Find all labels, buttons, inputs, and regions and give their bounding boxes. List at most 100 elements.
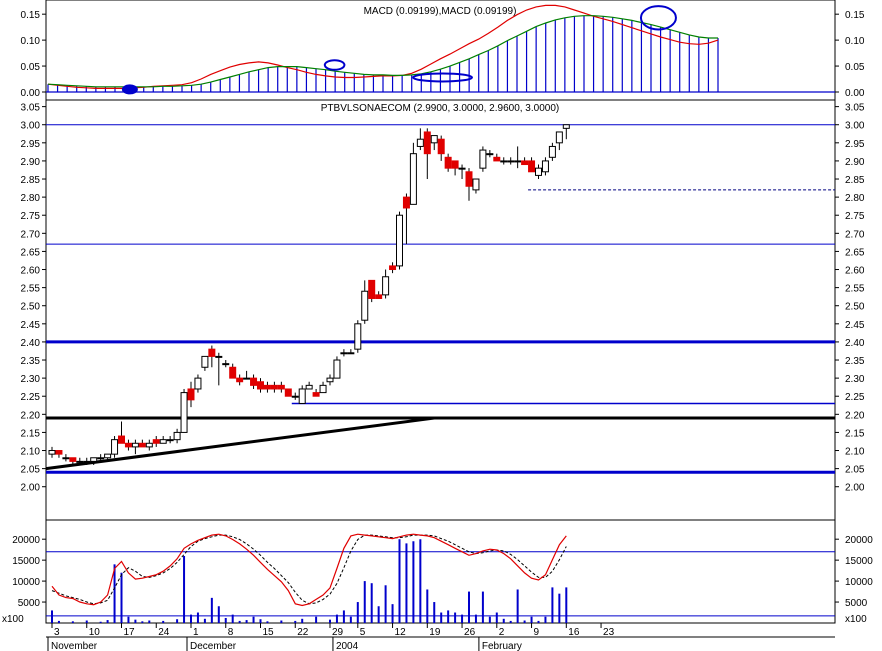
candlestick	[514, 146, 522, 169]
price-y-axis-left: 3.05 3.00 2.95 2.90 2.85 2.80 2.75 2.70 2.65 2.60…	[21, 103, 46, 494]
macd-highlight-ellipse	[323, 59, 346, 71]
x-axis-day-label: 15	[263, 627, 275, 638]
candlestick	[257, 378, 264, 393]
price-y-tick-label-left: 2.75	[21, 211, 41, 222]
candle-body	[124, 442, 132, 448]
candlestick	[458, 164, 466, 180]
candlestick	[166, 436, 174, 444]
stochastic-d-line	[51, 534, 567, 605]
candlestick	[548, 142, 556, 161]
candlestick	[396, 211, 403, 270]
candlestick	[368, 279, 376, 303]
volume-y-tick-label-right: 5000	[845, 598, 868, 609]
price-y-tick-label-left: 3.05	[21, 103, 41, 114]
macd-histogram	[47, 15, 719, 92]
price-y-tick-label-right: 2.40	[845, 338, 865, 349]
candle-body	[208, 348, 216, 357]
volume-y-tick-label-right: 10000	[845, 577, 873, 588]
candlestick	[284, 388, 292, 397]
candle-body	[111, 439, 119, 455]
candlestick	[173, 428, 181, 444]
candlestick	[270, 381, 278, 393]
candle-body	[375, 294, 383, 299]
price-y-tick-label-left: 2.30	[21, 374, 41, 385]
candlestick	[319, 381, 327, 394]
candle-body	[535, 167, 542, 176]
candle-body	[305, 384, 313, 390]
candlestick	[305, 381, 313, 390]
candlestick	[430, 135, 438, 151]
candle-body	[521, 160, 529, 166]
candlestick	[423, 128, 431, 180]
candlestick	[354, 320, 362, 353]
candle-body	[173, 431, 181, 441]
candlestick	[340, 349, 348, 357]
candlestick	[131, 439, 139, 455]
candlestick	[48, 446, 56, 458]
price-y-tick-label-right: 3.05	[845, 103, 865, 114]
macd-y-tick-label-left: 0.10	[21, 36, 41, 47]
x-axis-day-label: 5	[360, 627, 366, 638]
price-y-tick-label-left: 2.40	[21, 338, 41, 349]
candlestick	[500, 157, 508, 165]
price-y-tick-label-left: 2.45	[21, 320, 41, 331]
candlestick	[389, 262, 397, 274]
candle-body	[430, 135, 438, 144]
candlestick	[152, 436, 160, 447]
candlestick	[62, 454, 70, 462]
price-y-tick-label-left: 2.65	[21, 247, 41, 258]
price-y-tick-label-left: 2.50	[21, 302, 41, 313]
candlestick	[277, 381, 285, 393]
candle-body	[416, 138, 424, 147]
macd-y-tick-label-right: 0.05	[845, 62, 865, 73]
price-y-tick-label-right: 2.90	[845, 157, 865, 168]
price-y-tick-label-left: 2.60	[21, 266, 41, 277]
candle-body	[562, 124, 570, 129]
candlestick	[326, 374, 334, 386]
price-y-tick-label-right: 2.35	[845, 356, 865, 367]
candle-body	[298, 388, 306, 404]
candle-body	[409, 153, 417, 205]
candle-body	[396, 214, 403, 267]
candle-body	[382, 276, 390, 296]
candlestick	[437, 135, 445, 161]
price-y-tick-label-left: 3.00	[21, 121, 41, 132]
candle-body	[368, 279, 376, 299]
macd-y-tick-label-right: 0.00	[845, 88, 865, 99]
volume-y-axis-left: 20000 15000 10000 5000	[12, 535, 46, 609]
price-y-tick-label-left: 2.95	[21, 139, 41, 150]
x-axis-month-label: December	[190, 641, 237, 651]
candle-body	[145, 442, 153, 448]
candlestick	[97, 454, 105, 462]
candle-body	[263, 384, 271, 390]
candlestick	[229, 363, 237, 379]
candle-body	[555, 131, 563, 144]
price-panel: PTBVLSONAECOM (2.9900, 3.0000, 2.9600, 3…	[21, 103, 865, 494]
price-y-tick-label-right: 2.05	[845, 465, 865, 476]
candle-body	[229, 366, 237, 379]
candle-body	[90, 457, 98, 462]
x-axis-month-label: 2004	[336, 641, 359, 651]
candle-body	[55, 450, 63, 455]
price-y-tick-label-right: 2.65	[845, 247, 865, 258]
price-y-tick-label-right: 2.10	[845, 447, 865, 458]
macd-y-tick-label-left: 0.05	[21, 62, 41, 73]
candlestick	[250, 374, 258, 389]
macd-y-tick-label-left: 0.00	[21, 88, 41, 99]
candlestick	[138, 439, 146, 448]
x-axis-day-label: 10	[89, 627, 101, 638]
x-axis-day-label: 29	[332, 627, 344, 638]
candle-body	[83, 460, 91, 463]
x-axis-day-label: 17	[124, 627, 136, 638]
price-y-tick-label-right: 3.00	[845, 121, 865, 132]
volume-y-axis-right: 20000 15000 10000 5000	[835, 535, 873, 609]
x-axis-day-label: 26	[464, 627, 476, 638]
candle-body	[48, 450, 56, 455]
candle-body	[138, 442, 146, 448]
candle-body	[152, 439, 160, 444]
candle-body	[319, 384, 327, 394]
candlestick	[347, 349, 355, 355]
candlestick	[263, 381, 271, 393]
macd-y-axis-left: 0.15 0.10 0.05 0.00	[21, 10, 46, 99]
